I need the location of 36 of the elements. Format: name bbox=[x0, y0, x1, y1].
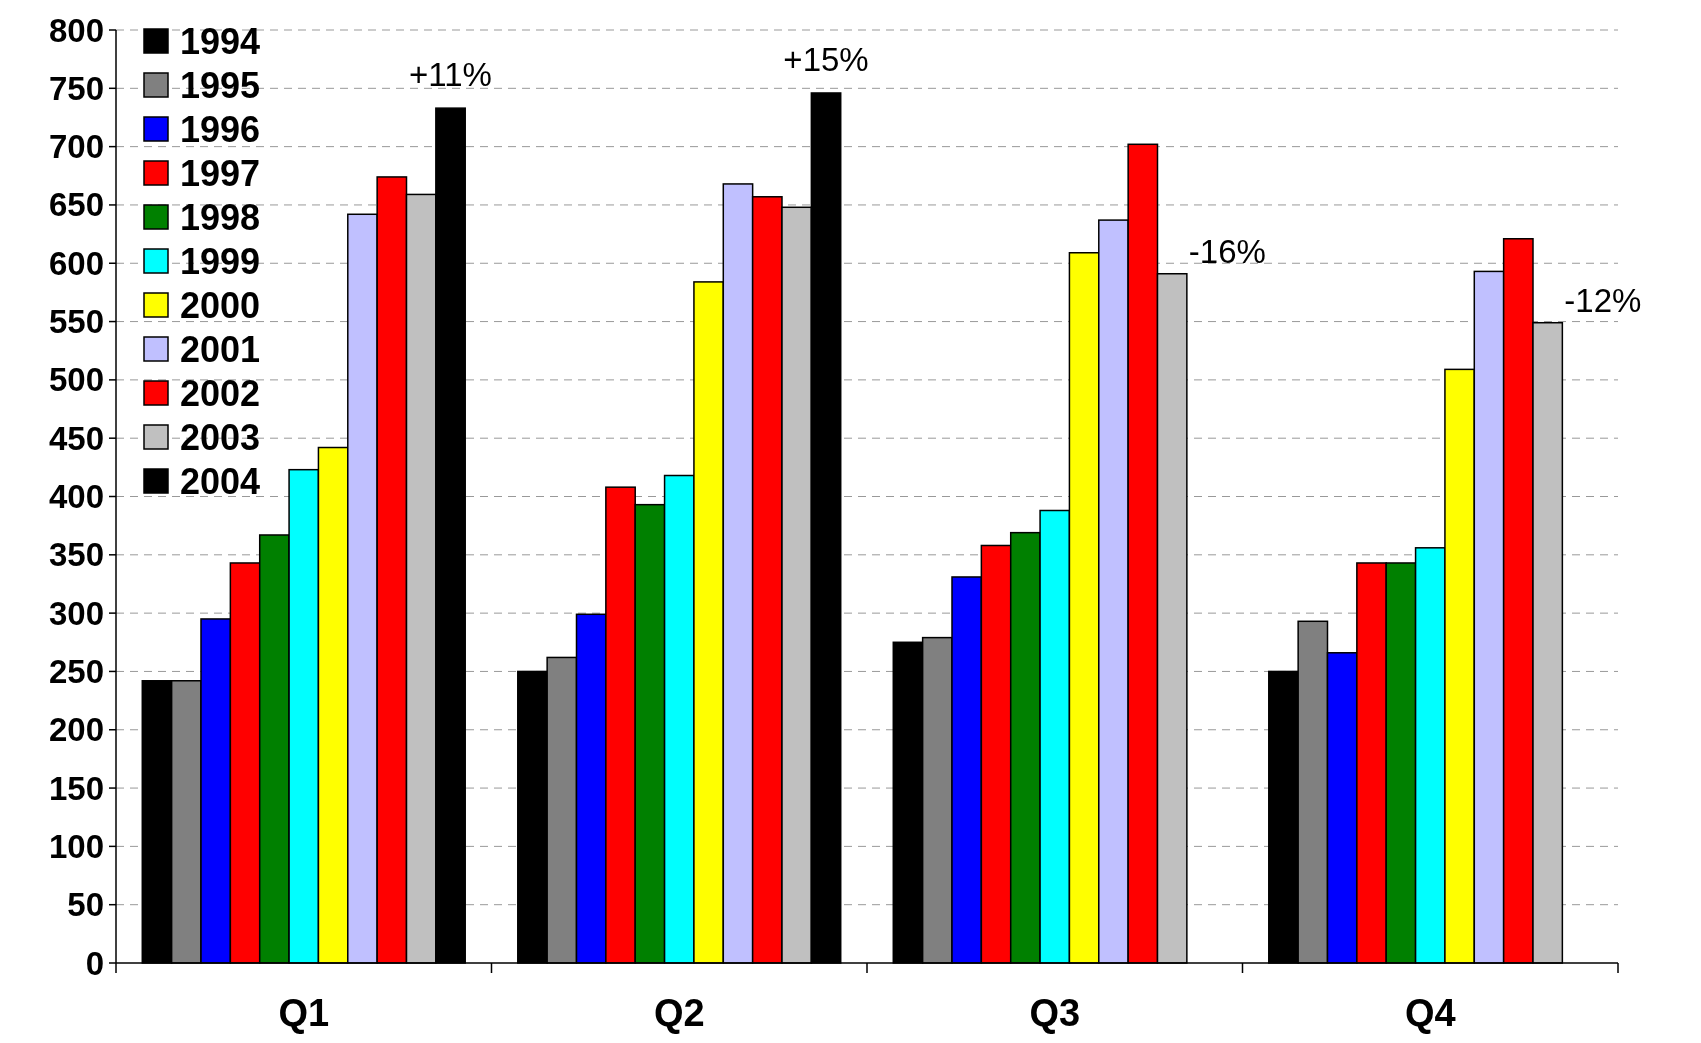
legend-label: 2003 bbox=[180, 416, 261, 458]
annotation: -12% bbox=[1564, 282, 1642, 320]
legend-label: 2001 bbox=[180, 328, 261, 370]
legend-label: 1994 bbox=[180, 20, 261, 62]
annotation: +11% bbox=[409, 56, 492, 94]
y-tick-label: 100 bbox=[48, 827, 104, 865]
x-tick-label: Q1 bbox=[278, 992, 330, 1034]
x-tick-label: Q4 bbox=[1404, 992, 1456, 1034]
x-tick-label: Q2 bbox=[653, 992, 705, 1034]
legend-label: 1997 bbox=[180, 152, 261, 194]
y-tick-label: 400 bbox=[48, 478, 104, 516]
y-tick-label: 200 bbox=[48, 711, 104, 749]
legend-label: 1998 bbox=[180, 196, 261, 238]
y-tick-label: 750 bbox=[48, 69, 104, 107]
y-tick-label: 550 bbox=[48, 303, 104, 341]
y-tick-label: 250 bbox=[48, 652, 104, 690]
y-tick-label: 0 bbox=[85, 944, 104, 982]
legend-label: 1995 bbox=[180, 64, 261, 106]
annotation: -16% bbox=[1188, 233, 1266, 271]
y-tick-label: 500 bbox=[48, 361, 104, 399]
y-tick-label: 50 bbox=[67, 886, 104, 924]
legend-label: 2004 bbox=[180, 460, 261, 502]
legend-label: 2002 bbox=[180, 372, 261, 414]
y-tick-label: 650 bbox=[48, 186, 104, 224]
y-tick-label: 800 bbox=[48, 11, 104, 49]
y-tick-label: 700 bbox=[48, 128, 104, 166]
y-tick-label: 150 bbox=[48, 769, 104, 807]
legend-label: 1999 bbox=[180, 240, 261, 282]
y-tick-label: 600 bbox=[48, 244, 104, 282]
y-tick-label: 350 bbox=[48, 536, 104, 574]
x-tick-label: Q3 bbox=[1029, 992, 1081, 1034]
legend-label: 2000 bbox=[180, 284, 261, 326]
annotation: +15% bbox=[783, 40, 869, 78]
legend-label: 1996 bbox=[180, 108, 261, 150]
y-tick-label: 450 bbox=[48, 419, 104, 457]
y-tick-label: 300 bbox=[48, 594, 104, 632]
